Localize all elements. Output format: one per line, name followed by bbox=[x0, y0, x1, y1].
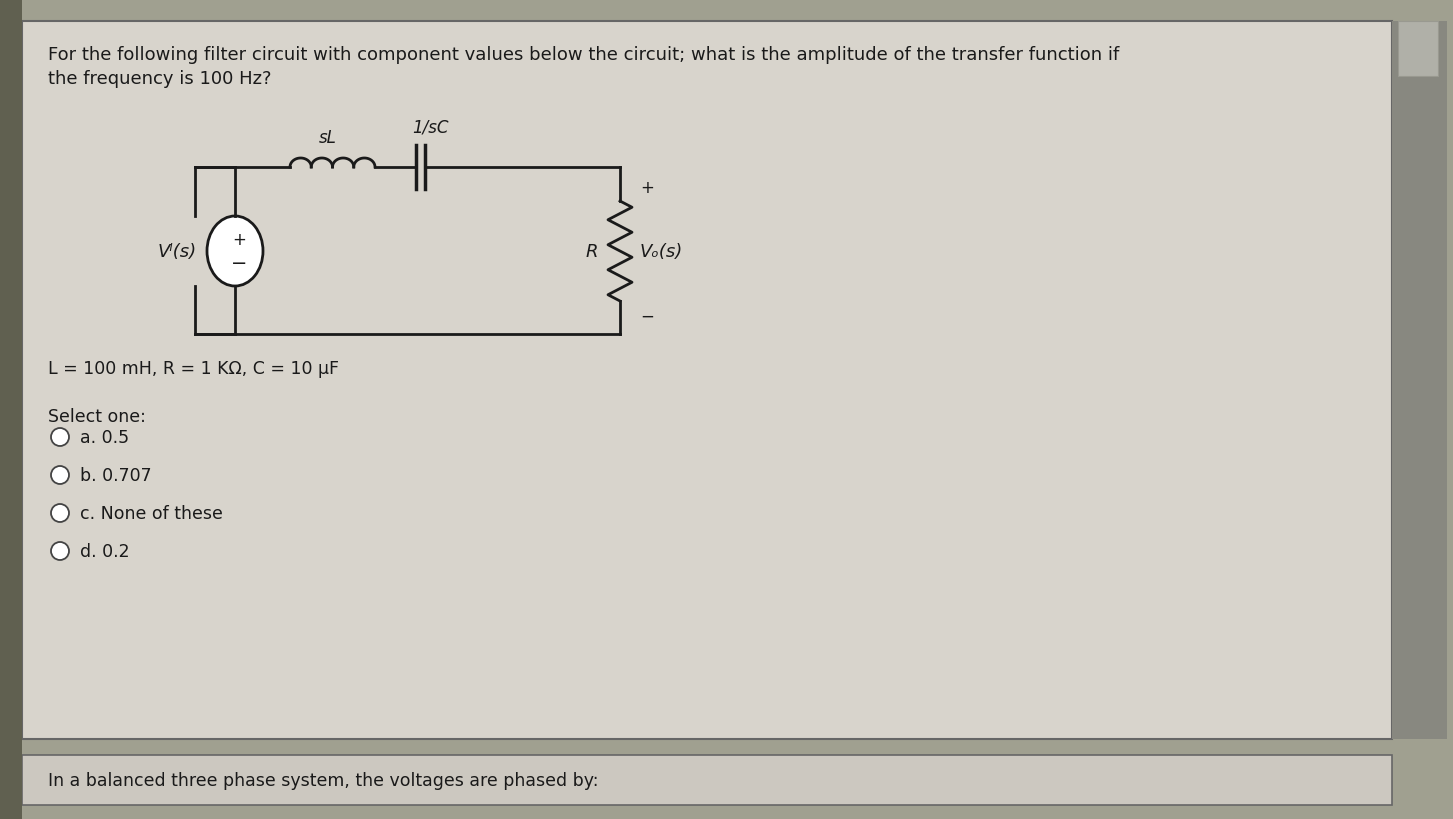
Bar bbox=[22, 22, 1392, 739]
Text: L = 100 mH, R = 1 KΩ, C = 10 μF: L = 100 mH, R = 1 KΩ, C = 10 μF bbox=[48, 360, 339, 378]
Text: d. 0.2: d. 0.2 bbox=[80, 542, 129, 560]
Text: −: − bbox=[231, 254, 247, 274]
Circle shape bbox=[51, 505, 68, 523]
Bar bbox=[1392, 22, 1447, 739]
Text: +: + bbox=[232, 231, 246, 249]
Text: b. 0.707: b. 0.707 bbox=[80, 467, 151, 484]
Text: +: + bbox=[639, 179, 654, 197]
Bar bbox=[1398, 22, 1438, 77]
Circle shape bbox=[51, 428, 68, 446]
Text: In a balanced three phase system, the voltages are phased by:: In a balanced three phase system, the vo… bbox=[48, 771, 599, 789]
Text: sL: sL bbox=[318, 129, 337, 147]
Text: −: − bbox=[639, 308, 654, 326]
Text: For the following filter circuit with component values below the circuit; what i: For the following filter circuit with co… bbox=[48, 46, 1119, 64]
Ellipse shape bbox=[206, 217, 263, 287]
Text: Vₒ(s): Vₒ(s) bbox=[639, 242, 683, 260]
Bar bbox=[22, 755, 1392, 805]
Text: c. None of these: c. None of these bbox=[80, 505, 222, 523]
Circle shape bbox=[51, 467, 68, 484]
Text: a. 0.5: a. 0.5 bbox=[80, 428, 129, 446]
Text: Select one:: Select one: bbox=[48, 408, 145, 426]
Text: R: R bbox=[586, 242, 599, 260]
Text: 1/sC: 1/sC bbox=[411, 118, 448, 136]
Circle shape bbox=[51, 542, 68, 560]
Bar bbox=[0, 0, 22, 819]
Text: the frequency is 100 Hz?: the frequency is 100 Hz? bbox=[48, 70, 272, 88]
Text: Vᴵ(s): Vᴵ(s) bbox=[158, 242, 198, 260]
